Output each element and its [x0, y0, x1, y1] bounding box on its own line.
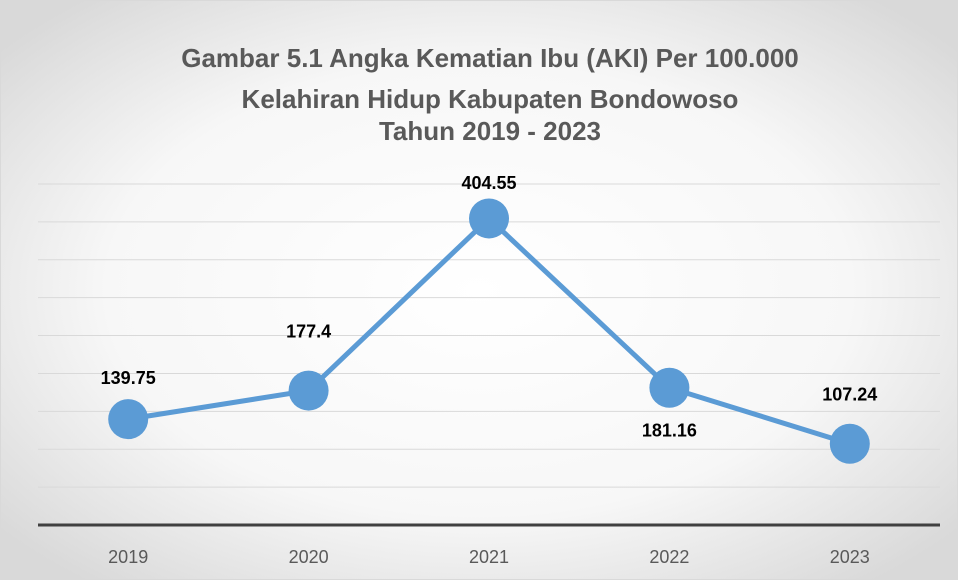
x-tick-label: 2019: [108, 547, 148, 567]
marker: [649, 367, 690, 408]
marker: [108, 399, 149, 440]
data-label: 107.24: [822, 384, 877, 404]
data-label: 139.75: [101, 368, 156, 388]
x-tick-label: 2022: [649, 547, 689, 567]
chart-title: Gambar 5.1 Angka Kematian Ibu (AKI) Per …: [181, 43, 799, 73]
data-label: 404.55: [461, 173, 516, 193]
chart-title: Tahun 2019 - 2023: [379, 116, 601, 146]
marker: [288, 370, 329, 411]
marker: [829, 423, 870, 464]
chart-title: Kelahiran Hidup Kabupaten Bondowoso: [242, 84, 739, 114]
data-label: 177.4: [286, 321, 331, 341]
marker: [469, 198, 509, 239]
x-tick-label: 2021: [469, 547, 509, 567]
x-tick-label: 2020: [289, 547, 329, 567]
data-label: 181.16: [642, 420, 697, 440]
x-tick-label: 2023: [830, 547, 870, 567]
